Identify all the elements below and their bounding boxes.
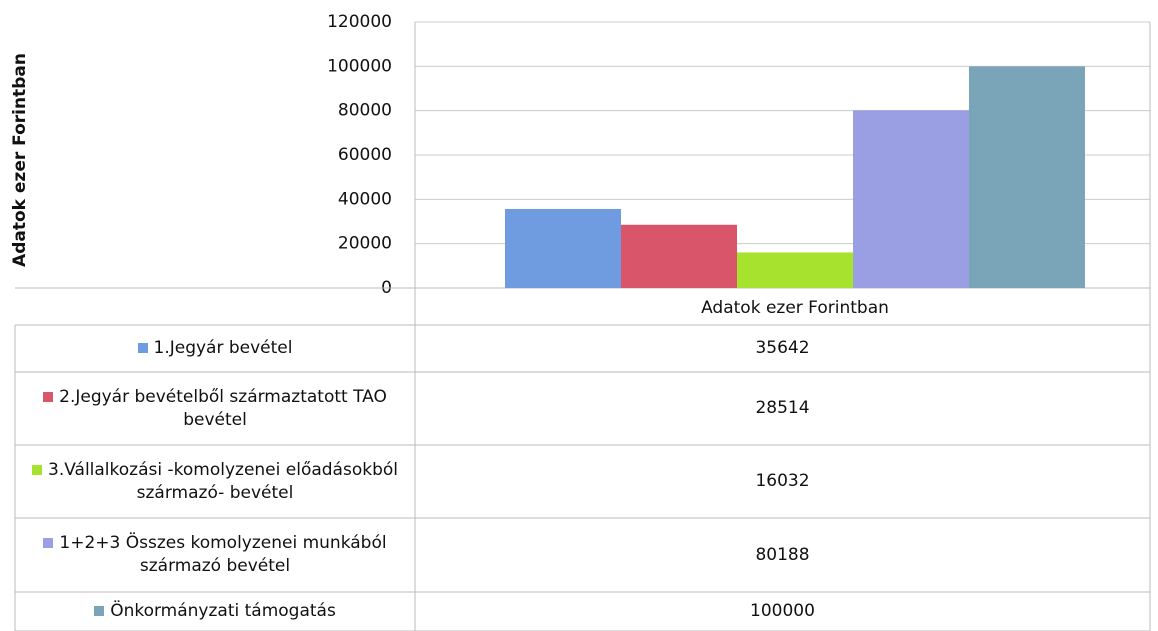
- legend-label: Önkormányzati támogatás: [110, 601, 336, 622]
- legend-swatch: [43, 391, 54, 402]
- legend-cell: 2.Jegyár bevételből származtatott TAO be…: [15, 372, 415, 445]
- y-tick-label: 80000: [338, 101, 392, 121]
- legend-swatch: [32, 464, 42, 475]
- y-tick-label: 100000: [327, 56, 392, 76]
- bar: [853, 110, 969, 288]
- table-value: 28514: [755, 398, 810, 419]
- legend-entry: 3.Vállalkozási -komolyzenei előadásokból…: [21, 459, 409, 505]
- legend-swatch: [43, 538, 54, 549]
- legend-label: 3.Vállalkozási -komolyzenei előadásokból…: [48, 459, 398, 503]
- y-tick-label: 120000: [327, 12, 392, 32]
- y-axis-label: Adatok ezer Forintban: [10, 53, 30, 267]
- table-value: 80188: [755, 544, 810, 565]
- legend-entry: 2.Jegyár bevételből származtatott TAO be…: [21, 386, 409, 432]
- legend-swatch: [137, 343, 148, 354]
- legend-cell: 1.Jegyár bevétel: [15, 325, 415, 372]
- legend-label: 1+2+3 Összes komolyzenei munkából szárma…: [59, 533, 387, 576]
- legend-cell: Önkormányzati támogatás: [15, 592, 415, 631]
- bar: [621, 224, 737, 288]
- y-tick-label: 20000: [338, 234, 392, 254]
- legend-cell: 1+2+3 Összes komolyzenei munkából szárma…: [15, 518, 415, 592]
- bar: [737, 252, 853, 288]
- table-value: 100000: [750, 601, 815, 622]
- legend-entry: 1+2+3 Összes komolyzenei munkából szárma…: [21, 532, 409, 578]
- legend-entry: 1.Jegyár bevétel: [137, 337, 293, 360]
- legend-label: 2.Jegyár bevételből származtatott TAO be…: [59, 386, 387, 430]
- x-tick-label: Adatok ezer Forintban: [701, 298, 889, 318]
- legend-cell: 3.Vállalkozási -komolyzenei előadásokból…: [15, 445, 415, 518]
- y-tick-label: 40000: [338, 189, 392, 209]
- legend-label: 1.Jegyár bevétel: [153, 338, 293, 359]
- bar: [505, 208, 621, 288]
- y-tick-label: 60000: [338, 145, 392, 165]
- legend-entry: Önkormányzati támogatás: [94, 600, 336, 623]
- bar: [969, 66, 1085, 288]
- table-value: 16032: [755, 471, 810, 492]
- legend-swatch: [94, 606, 105, 617]
- table-value: 35642: [755, 338, 810, 359]
